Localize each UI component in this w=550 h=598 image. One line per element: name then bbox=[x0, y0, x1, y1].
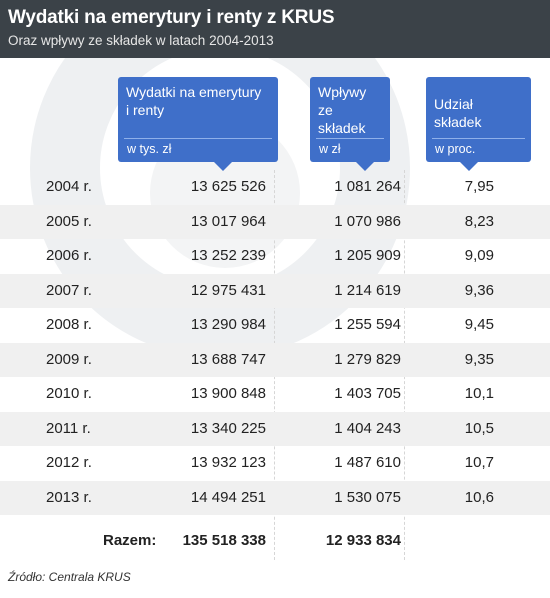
table-row: 2005 r. 13 017 964 1 070 986 8,23 bbox=[0, 204, 550, 239]
page-subtitle: Oraz wpływy ze składek w latach 2004-201… bbox=[8, 33, 274, 48]
row-income: 1 205 909 bbox=[334, 247, 401, 264]
row-share: 9,45 bbox=[464, 316, 494, 333]
row-share: 9,35 bbox=[464, 350, 494, 368]
column-header-divider bbox=[316, 138, 384, 139]
total-row: Razem: 135 518 338 12 933 834 bbox=[0, 526, 550, 556]
row-year: 2008 r. bbox=[46, 316, 92, 333]
total-label: Razem: bbox=[103, 532, 157, 549]
table-row: 2010 r. 13 900 848 1 403 705 10,1 bbox=[0, 377, 550, 411]
row-year: 2010 r. bbox=[46, 385, 92, 402]
column-header-expenditure-line1: Wydatki na emerytury bbox=[126, 84, 262, 100]
row-share: 10,7 bbox=[464, 454, 494, 471]
row-year: 2012 r. bbox=[46, 454, 92, 471]
row-income: 1 070 986 bbox=[334, 212, 401, 230]
row-expenditure: 13 900 848 bbox=[190, 385, 266, 402]
row-expenditure: 13 932 123 bbox=[190, 454, 266, 471]
table-row: 2004 r. 13 625 526 1 081 264 7,95 bbox=[0, 170, 550, 204]
row-expenditure: 12 975 431 bbox=[190, 281, 266, 299]
row-year: 2013 r. bbox=[46, 488, 92, 506]
page-title: Wydatki na emerytury i renty z KRUS bbox=[8, 7, 335, 28]
column-header-expenditure: Wydatki na emerytury i renty w tys. zł bbox=[118, 77, 278, 171]
column-header-income-line1: Wpływy bbox=[318, 84, 367, 100]
row-year: 2004 r. bbox=[46, 178, 92, 195]
row-expenditure: 13 252 239 bbox=[190, 247, 266, 264]
row-expenditure: 14 494 251 bbox=[190, 488, 266, 506]
column-header-pointer bbox=[460, 162, 478, 171]
column-header-divider bbox=[432, 138, 525, 139]
column-header-expenditure-unit: w tys. zł bbox=[127, 142, 172, 156]
table-row: 2007 r. 12 975 431 1 214 619 9,36 bbox=[0, 273, 550, 308]
row-year: 2006 r. bbox=[46, 247, 92, 264]
row-year: 2011 r. bbox=[46, 419, 91, 437]
column-header-income-unit: w zł bbox=[319, 142, 341, 156]
row-expenditure: 13 340 225 bbox=[190, 419, 266, 437]
header-bar: Wydatki na emerytury i renty z KRUS Oraz… bbox=[0, 0, 550, 58]
column-header-expenditure-line2: i renty bbox=[126, 102, 165, 118]
table-row: 2006 r. 13 252 239 1 205 909 9,09 bbox=[0, 239, 550, 273]
row-expenditure: 13 017 964 bbox=[190, 212, 266, 230]
row-share: 10,5 bbox=[464, 419, 494, 437]
column-header-share-line1: Udział składek bbox=[434, 96, 482, 130]
row-income: 1 255 594 bbox=[334, 316, 401, 333]
column-header-divider bbox=[124, 138, 272, 139]
table-row: 2012 r. 13 932 123 1 487 610 10,7 bbox=[0, 446, 550, 480]
row-share: 9,36 bbox=[464, 281, 494, 299]
row-expenditure: 13 688 747 bbox=[190, 350, 266, 368]
total-income: 12 933 834 bbox=[325, 532, 401, 549]
row-income: 1 081 264 bbox=[334, 178, 401, 195]
row-income: 1 214 619 bbox=[334, 281, 401, 299]
column-header-share: Udział składek w proc. bbox=[426, 77, 531, 171]
total-expenditure: 135 518 338 bbox=[182, 532, 266, 549]
column-header-income: Wpływy ze składek w zł bbox=[310, 77, 390, 171]
row-income: 1 530 075 bbox=[334, 488, 401, 506]
row-income: 1 404 243 bbox=[334, 419, 401, 437]
row-year: 2005 r. bbox=[46, 212, 92, 230]
row-share: 7,95 bbox=[464, 178, 494, 195]
table-row: 2008 r. 13 290 984 1 255 594 9,45 bbox=[0, 308, 550, 342]
table-row: 2011 r. 13 340 225 1 404 243 10,5 bbox=[0, 411, 550, 446]
row-year: 2007 r. bbox=[46, 281, 92, 299]
row-share: 9,09 bbox=[464, 247, 494, 264]
column-header-income-line2: ze składek bbox=[318, 102, 366, 136]
row-income: 1 487 610 bbox=[334, 454, 401, 471]
row-income: 1 279 829 bbox=[334, 350, 401, 368]
row-year: 2009 r. bbox=[46, 350, 92, 368]
row-share: 10,6 bbox=[464, 488, 494, 506]
table-row: 2009 r. 13 688 747 1 279 829 9,35 bbox=[0, 342, 550, 377]
column-header-pointer bbox=[214, 162, 232, 171]
row-share: 10,1 bbox=[464, 385, 494, 402]
row-share: 8,23 bbox=[464, 212, 494, 230]
source-note: Źródło: Centrala KRUS bbox=[8, 570, 131, 584]
row-income: 1 403 705 bbox=[334, 385, 401, 402]
row-expenditure: 13 290 984 bbox=[190, 316, 266, 333]
row-expenditure: 13 625 526 bbox=[190, 178, 266, 195]
column-header-pointer bbox=[356, 162, 374, 171]
column-header-share-unit: w proc. bbox=[435, 142, 476, 156]
table-row: 2013 r. 14 494 251 1 530 075 10,6 bbox=[0, 480, 550, 515]
